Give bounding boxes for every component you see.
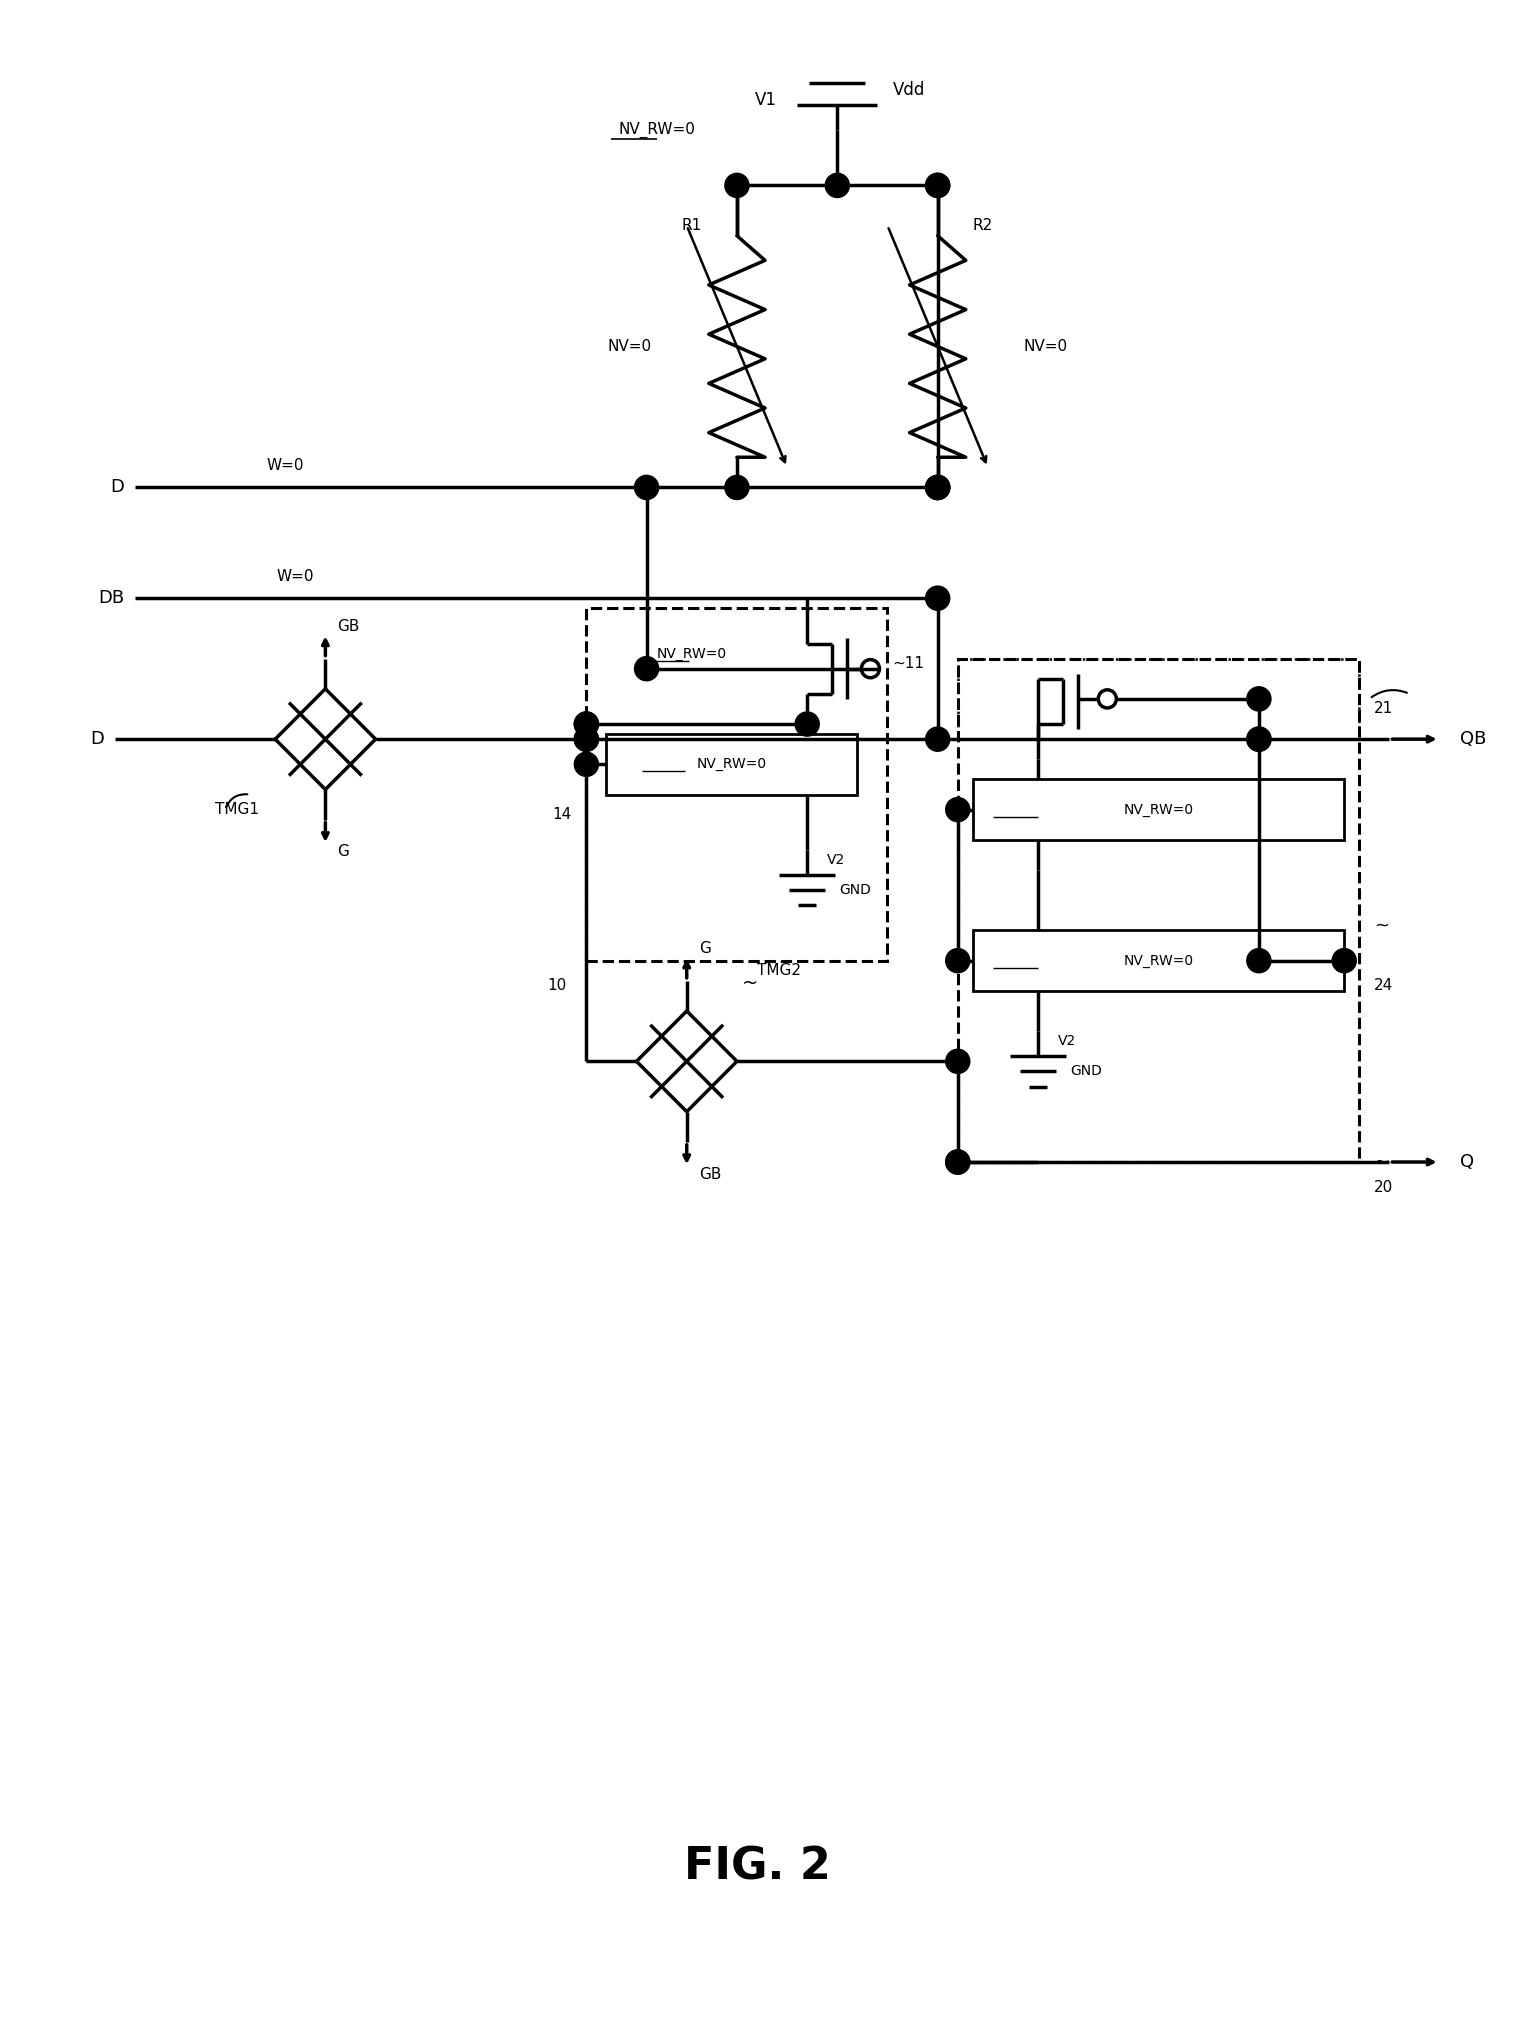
Circle shape xyxy=(574,752,598,776)
Circle shape xyxy=(725,174,749,198)
Circle shape xyxy=(946,1049,970,1074)
Text: TMG1: TMG1 xyxy=(215,803,259,817)
Circle shape xyxy=(634,657,659,681)
Bar xyxy=(586,609,887,960)
Text: NV=0: NV=0 xyxy=(1023,340,1067,354)
Text: ~: ~ xyxy=(742,973,759,993)
Text: NV_RW=0: NV_RW=0 xyxy=(1123,954,1193,969)
Text: R1: R1 xyxy=(681,218,702,233)
Circle shape xyxy=(1248,687,1270,712)
Circle shape xyxy=(574,728,598,752)
Text: GB: GB xyxy=(338,619,360,633)
Text: NV_RW=0: NV_RW=0 xyxy=(618,121,695,137)
Circle shape xyxy=(1248,948,1270,973)
Text: ~11: ~11 xyxy=(893,657,925,671)
Text: ~: ~ xyxy=(1375,916,1390,934)
Bar xyxy=(958,659,1360,740)
Circle shape xyxy=(725,475,749,499)
Circle shape xyxy=(634,475,659,499)
Text: QB: QB xyxy=(1459,730,1487,748)
Circle shape xyxy=(795,712,819,736)
Text: GB: GB xyxy=(699,1167,721,1181)
Text: NV_RW=0: NV_RW=0 xyxy=(657,647,727,661)
Circle shape xyxy=(1248,728,1270,752)
Text: D: D xyxy=(91,730,104,748)
Circle shape xyxy=(946,1151,970,1175)
Circle shape xyxy=(574,712,598,736)
Circle shape xyxy=(925,174,949,198)
Text: 14: 14 xyxy=(553,807,571,823)
Circle shape xyxy=(574,712,598,736)
Text: Vdd: Vdd xyxy=(893,81,925,99)
Text: 21: 21 xyxy=(1375,702,1393,716)
Text: W=0: W=0 xyxy=(266,457,304,473)
Text: D: D xyxy=(111,479,124,497)
Circle shape xyxy=(946,797,970,821)
Text: NV=0: NV=0 xyxy=(607,340,651,354)
Text: NV_RW=0: NV_RW=0 xyxy=(696,758,768,770)
Circle shape xyxy=(946,1151,970,1175)
Text: ~: ~ xyxy=(1375,1153,1391,1171)
Text: V2: V2 xyxy=(1058,1033,1076,1047)
Text: G: G xyxy=(338,845,350,859)
Circle shape xyxy=(825,174,849,198)
Text: DB: DB xyxy=(98,588,124,607)
Circle shape xyxy=(925,174,949,198)
Text: V2: V2 xyxy=(827,853,845,867)
Circle shape xyxy=(925,728,949,752)
Text: 20: 20 xyxy=(1375,1179,1393,1195)
Text: FIG. 2: FIG. 2 xyxy=(683,1846,831,1889)
Circle shape xyxy=(574,728,598,752)
Circle shape xyxy=(1248,728,1270,752)
Text: W=0: W=0 xyxy=(277,568,313,584)
Text: 24: 24 xyxy=(1375,979,1393,993)
Bar xyxy=(974,778,1344,839)
Circle shape xyxy=(925,475,949,499)
Text: 10: 10 xyxy=(547,979,566,993)
Bar xyxy=(974,930,1344,991)
Bar xyxy=(607,734,857,795)
Text: G: G xyxy=(699,940,710,956)
Circle shape xyxy=(925,475,949,499)
Text: TMG2: TMG2 xyxy=(757,962,801,979)
Text: Q: Q xyxy=(1459,1153,1473,1171)
Text: NV_RW=0: NV_RW=0 xyxy=(1123,803,1193,817)
Text: GND: GND xyxy=(1070,1064,1102,1078)
Text: V1: V1 xyxy=(755,91,777,109)
Text: GND: GND xyxy=(839,884,871,898)
Circle shape xyxy=(946,948,970,973)
Bar xyxy=(958,659,1360,1163)
Circle shape xyxy=(1332,948,1357,973)
Circle shape xyxy=(925,586,949,611)
Text: R2: R2 xyxy=(974,218,993,233)
Circle shape xyxy=(925,475,949,499)
